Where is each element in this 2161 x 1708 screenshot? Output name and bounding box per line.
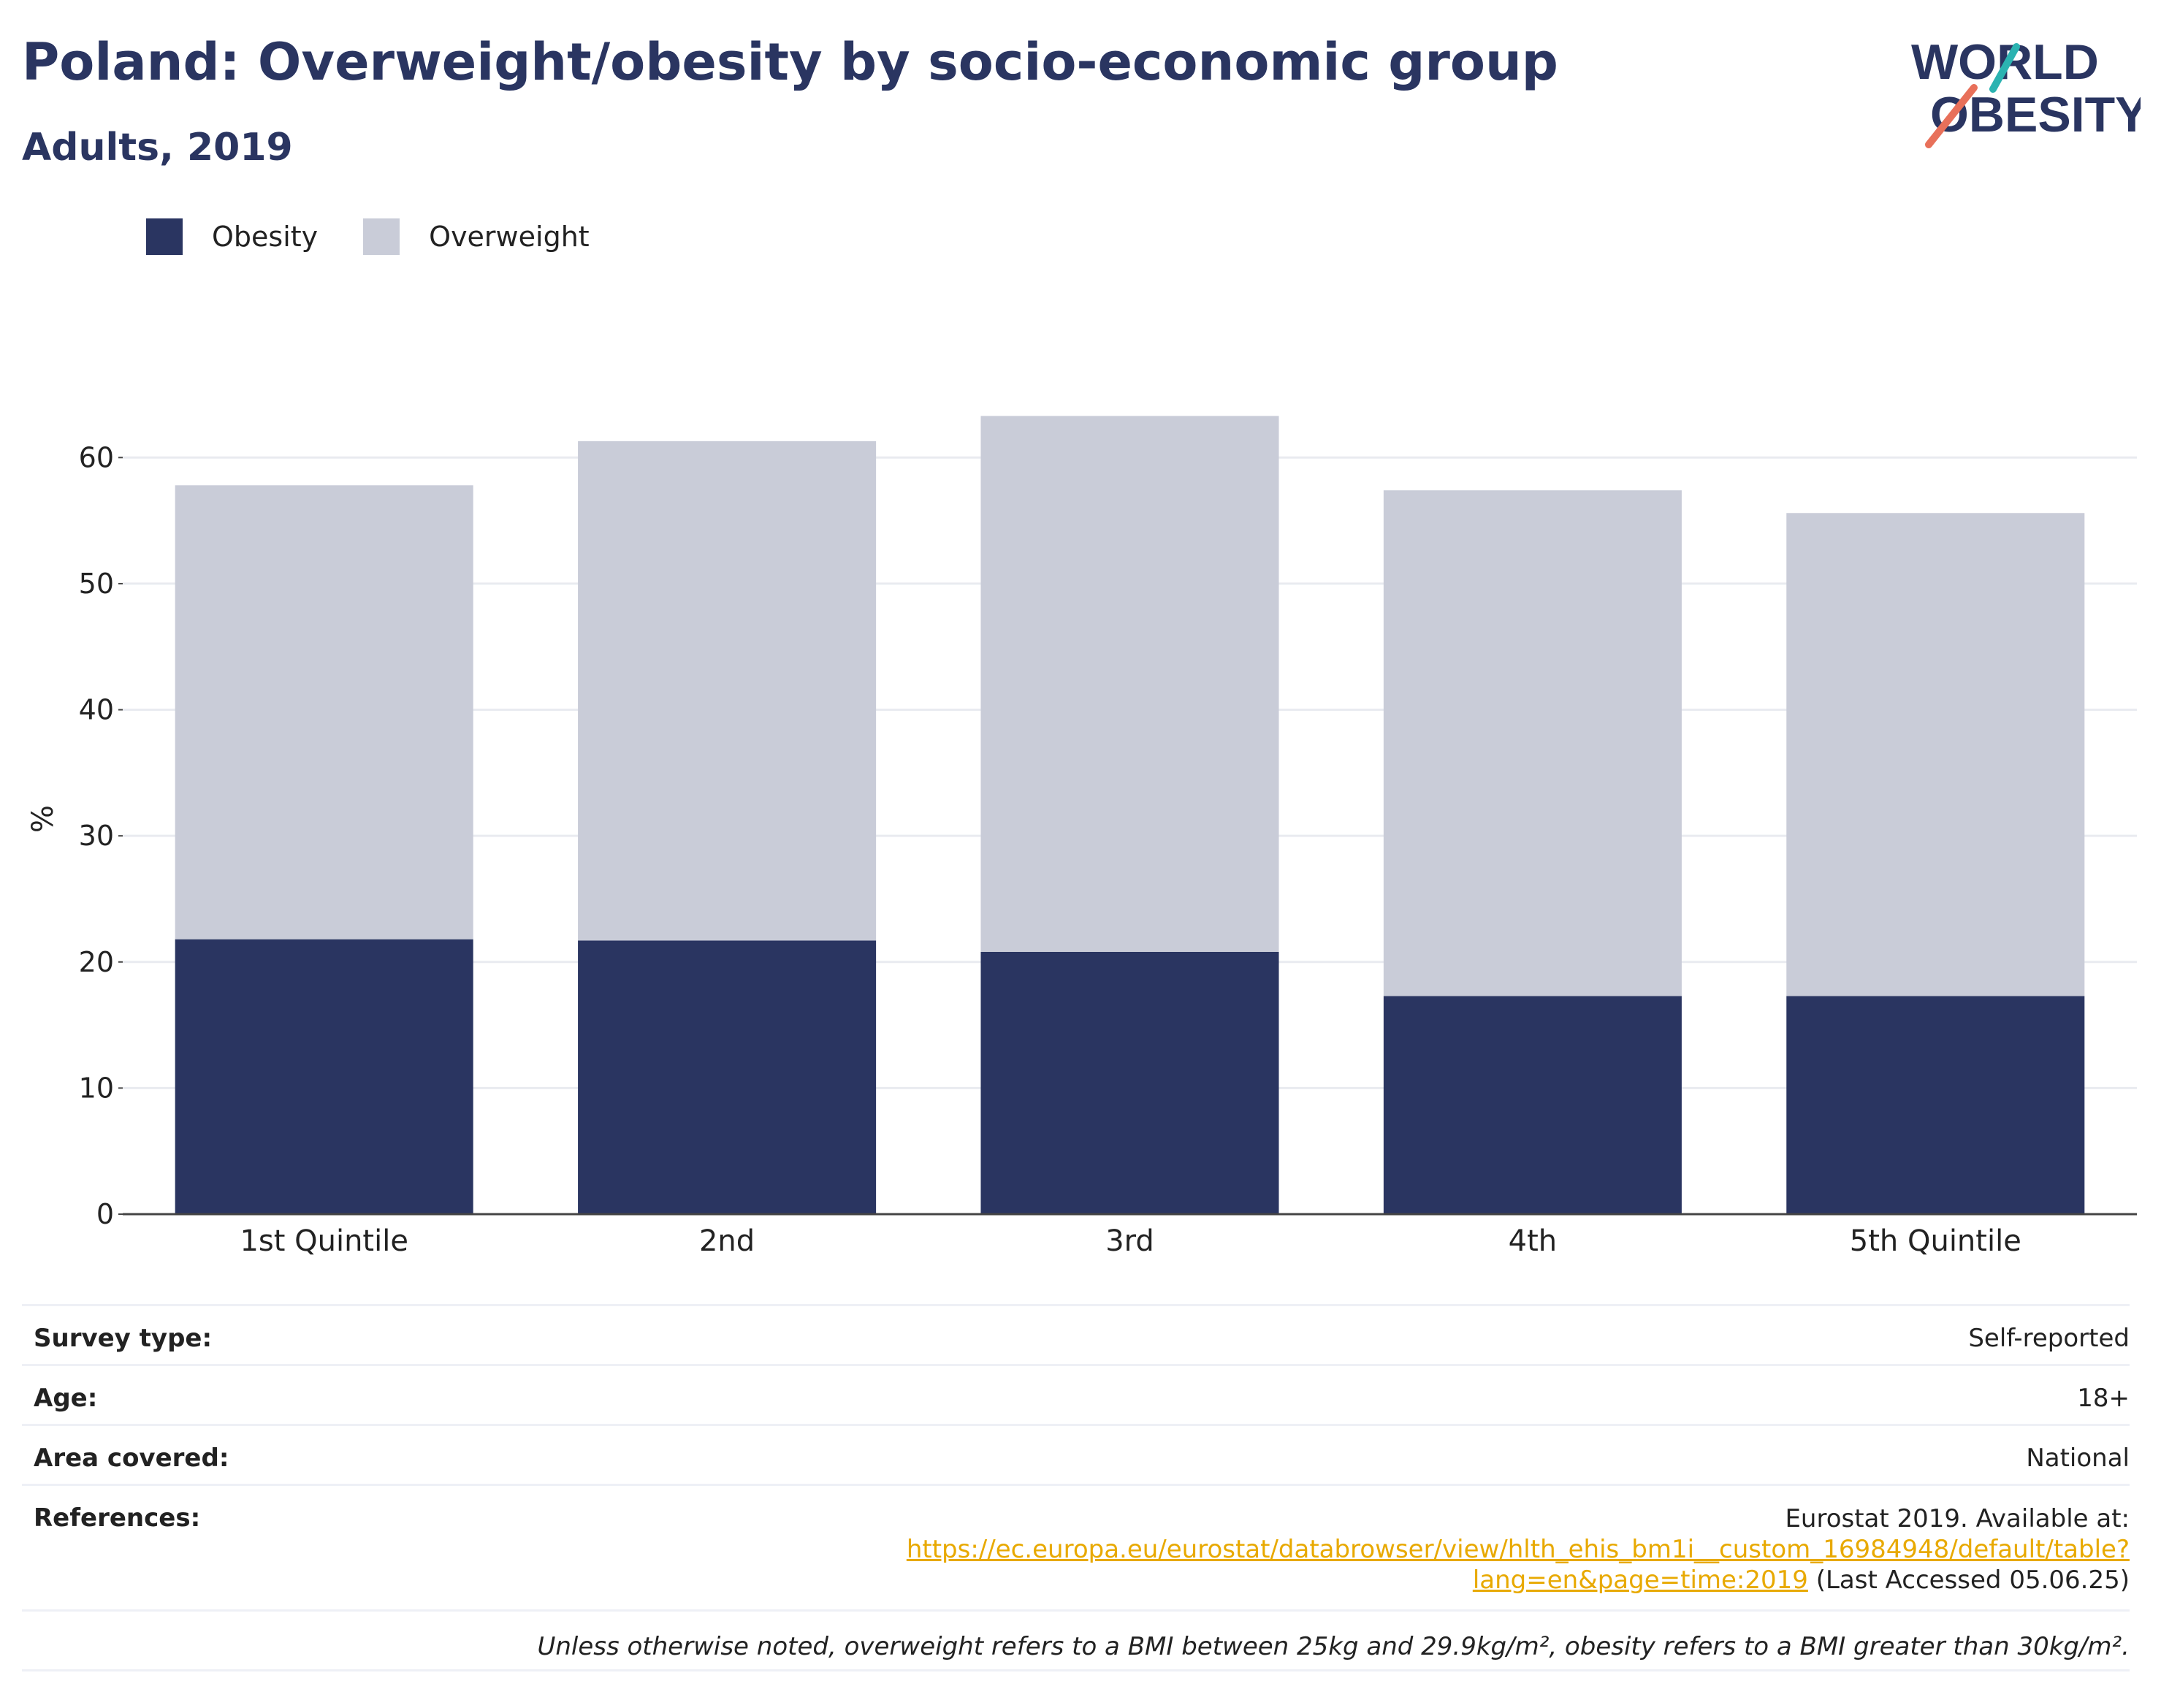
chart-title: Poland: Overweight/obesity by socio-econ… [22, 32, 1558, 92]
meta-label: Age: [34, 1384, 98, 1413]
meta-row-age: Age: 18+ [22, 1364, 2130, 1413]
bar-obesity [980, 951, 1279, 1214]
meta-value: 18+ [2077, 1384, 2130, 1413]
y-tick-label: 60 [79, 441, 114, 473]
references-value: Eurostat 2019. Available at: https://ec.… [595, 1503, 2130, 1595]
references-link[interactable]: https://ec.europa.eu/eurostat/databrowse… [906, 1535, 2130, 1595]
y-tick-label: 40 [79, 694, 114, 726]
bar-overweight [980, 416, 1279, 952]
bar-overweight [578, 441, 877, 941]
bar-obesity [1383, 996, 1682, 1214]
legend-label-obesity: Obesity [212, 221, 319, 253]
meta-label: Survey type: [34, 1324, 213, 1353]
x-tick-label: 1st Quintile [240, 1224, 408, 1258]
legend-label-overweight: Overweight [429, 221, 590, 253]
legend-swatch-overweight [363, 218, 400, 255]
bmi-note: Unless otherwise noted, overweight refer… [537, 1632, 2130, 1661]
y-tick-label: 10 [79, 1072, 114, 1104]
bar-overweight [1383, 490, 1682, 996]
chart-legend: Obesity Overweight [146, 218, 635, 256]
stacked-bar-chart: 0 10 20 30 40 50 60% 1st Quintile 2nd 3rd 4th 5th Q… [26, 416, 2137, 1258]
bar-obesity [1786, 996, 2085, 1214]
bar-obesity [175, 939, 473, 1214]
meta-row-note: Unless otherwise noted, overweight refer… [22, 1609, 2130, 1661]
y-tick-label: 20 [79, 946, 114, 978]
y-tick-label: 0 [96, 1198, 114, 1230]
bar-obesity [578, 940, 877, 1214]
meta-value: Self-reported [1968, 1324, 2130, 1353]
legend-item-obesity[interactable]: Obesity [146, 218, 318, 255]
chart-subtitle: Adults, 2019 [22, 126, 293, 169]
bar-overweight [1786, 513, 2085, 996]
meta-row-area: Area covered: National [22, 1424, 2130, 1473]
references-accessed: (Last Accessed 05.06.25) [1807, 1566, 2130, 1595]
legend-swatch-obesity [146, 218, 183, 255]
meta-value: National [2026, 1444, 2130, 1473]
x-tick-label: 3rd [1105, 1224, 1154, 1258]
bar-overweight [175, 485, 473, 939]
y-tick-label: 50 [79, 568, 114, 600]
meta-row-references: References: Eurostat 2019. Available at:… [22, 1484, 2130, 1595]
x-tick-label: 5th Quintile [1850, 1224, 2021, 1258]
legend-item-overweight[interactable]: Overweight [363, 218, 590, 255]
meta-label: Area covered: [34, 1444, 229, 1473]
x-tick-label: 2nd [699, 1224, 755, 1258]
references-text: Eurostat 2019. Available at: [1785, 1504, 2130, 1533]
x-tick-label: 4th [1509, 1224, 1557, 1258]
meta-row-survey-type: Survey type: Self-reported [22, 1304, 2130, 1353]
meta-bottom-rule [22, 1669, 2130, 1671]
y-tick-label: 30 [79, 820, 114, 852]
meta-label: References: [34, 1503, 201, 1533]
y-axis-label: % [26, 805, 60, 833]
world-obesity-logo: WORLD OBESITY [1911, 34, 2141, 148]
